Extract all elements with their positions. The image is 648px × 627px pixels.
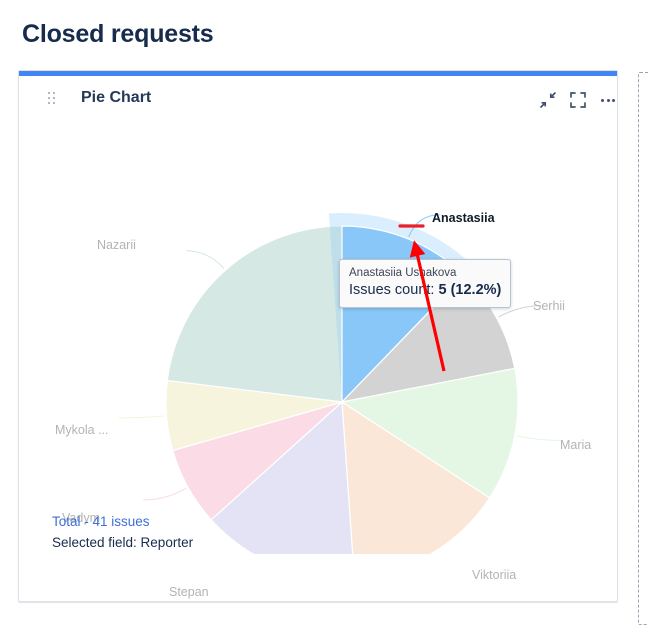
card-title: Pie Chart [81,89,152,106]
pie-slice-maria[interactable] [340,367,519,499]
leader-lines [118,214,563,501]
more-options-icon[interactable] [597,89,619,111]
pie-chart-svg[interactable] [19,124,619,554]
pie-label-anastasiia[interactable]: Anastasiia [432,211,495,225]
pie-label-mykola[interactable]: Mykola ... [55,423,109,437]
pie-label-vadym[interactable]: Vadym [62,511,100,525]
drag-handle-icon[interactable] [48,92,56,105]
pie-label-viktoriia[interactable]: Viktoriia [472,568,517,582]
leader-line [408,214,440,238]
chart-tooltip: Anastasiia Ushakova Issues count: 5 (12.… [339,259,512,308]
page-title: Closed requests [22,20,214,48]
card-accent-bar [19,71,617,76]
tooltip-metric-value: 5 [438,282,447,298]
pie-slice-mykola[interactable] [165,379,343,452]
pie-slice-stepan[interactable] [210,400,354,554]
pie-slice-nazarii[interactable] [166,225,343,403]
leader-line [143,487,187,501]
selected-field-label: Selected field: Reporter [52,535,194,550]
gadget-drop-placeholder[interactable] [638,72,648,625]
tooltip-series-name: Anastasiia Ushakova [349,267,457,279]
leader-line [118,415,165,419]
leader-line [186,250,225,270]
pie-label-stepan[interactable]: Stepan [169,585,209,599]
leader-line [498,305,542,318]
pie-label-serhii[interactable]: Serhii [533,299,565,313]
tooltip-metric-label: Issues count: [349,282,435,298]
pie-label-maria[interactable]: Maria [560,438,592,452]
tooltip-metric: Issues count: 5 (12.2%) [349,281,501,300]
pie-label-nazarii[interactable]: Nazarii [97,238,136,252]
leader-line [516,435,563,442]
total-issues-link[interactable]: Total - 41 issues [52,514,150,529]
pie-chart-area: Nazarii Anastasiia Serhii Maria Viktoriia Ste… [19,124,619,599]
collapse-icon[interactable] [537,89,559,111]
maximize-icon[interactable] [567,89,589,111]
pie-chart-gadget-card: Pie Chart Nazarii Anastasiia Serhii Maria Vi… [18,70,618,602]
card-header: Pie Chart [19,76,617,124]
pie-slice-viktoriia[interactable] [341,400,491,554]
card-footer: Total - 41 issues Selected field: Report… [52,511,193,553]
tooltip-metric-percent: (12.2%) [450,282,502,298]
